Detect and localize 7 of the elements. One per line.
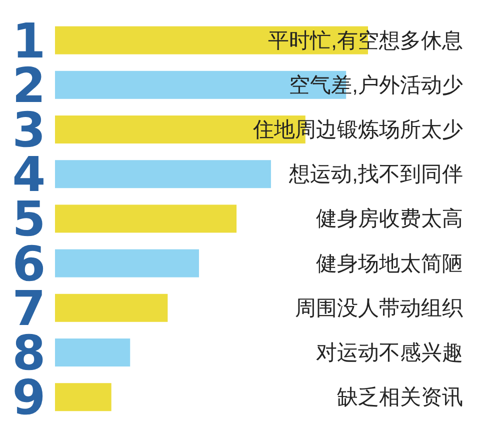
annotation: 想运动,找不到同伴 bbox=[288, 163, 463, 186]
annotation: 健身房收费太高 bbox=[316, 208, 463, 231]
annotation: 缺乏相关资讯 bbox=[337, 386, 463, 410]
annotation: 周围没人带动组织 bbox=[295, 296, 463, 320]
annotation: 对运动不感兴趣 bbox=[316, 342, 463, 364]
annotation: 空气差,户外活动少 bbox=[289, 74, 463, 97]
annotation: 健身场地太简陋 bbox=[316, 252, 463, 276]
